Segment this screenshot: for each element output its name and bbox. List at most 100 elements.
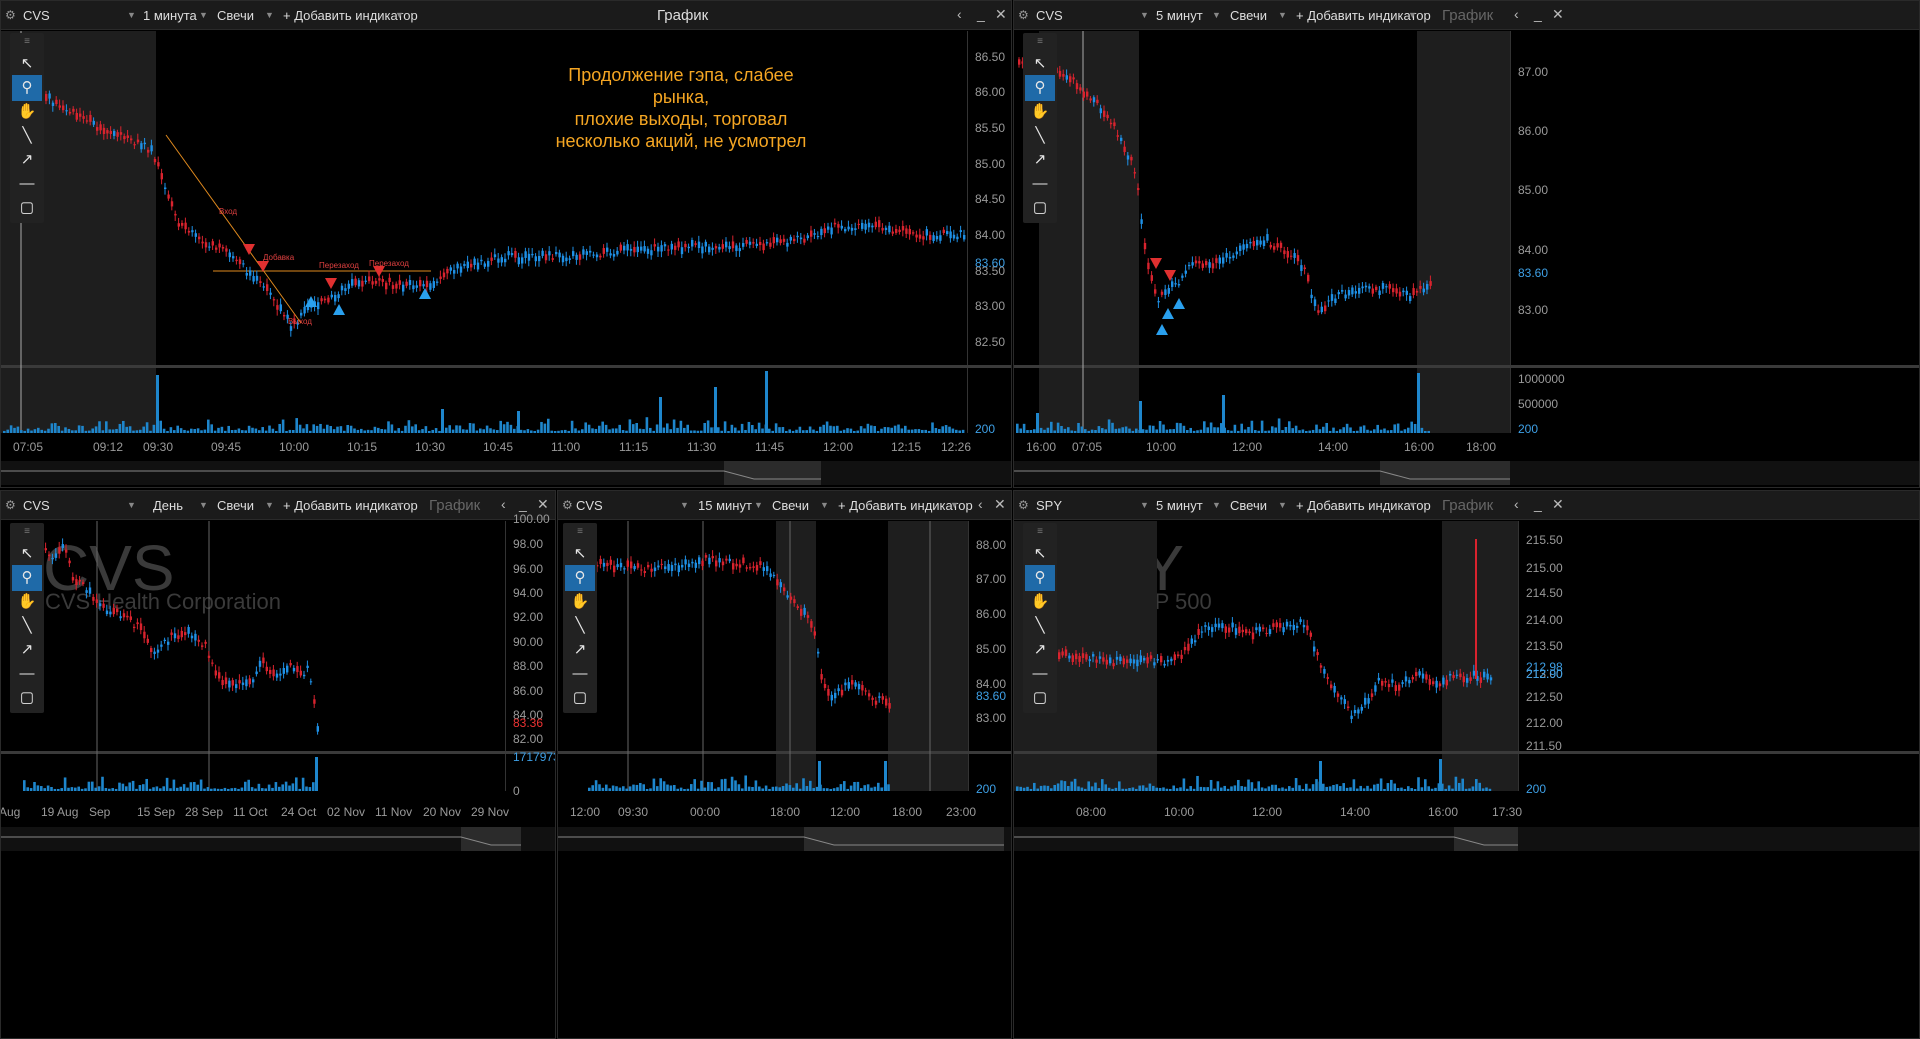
symbol-select[interactable]: CVS (576, 498, 603, 513)
interval-select[interactable]: День (153, 498, 183, 513)
rect-icon[interactable]: ▢ (19, 689, 35, 706)
chart-panel-cvs-1min[interactable]: ⚙ CVS ▼ 1 минута ▼ Свечи ▼ + Добавить ин… (0, 0, 1012, 488)
chart-panel-cvs-15min[interactable]: ⚙ CVS ▼ 15 минут ▼ Свечи ▼ + Добавить ин… (557, 490, 1012, 1039)
close-icon[interactable]: ✕ (1552, 496, 1564, 512)
interval-select[interactable]: 5 минут (1156, 8, 1203, 23)
chart-panel-cvs-daily[interactable]: ⚙ CVS ▼ День ▼ Свечи ▼ + Добавить индика… (0, 490, 556, 1039)
hand-icon[interactable]: ✋ (17, 593, 37, 610)
price-chart[interactable] (1, 1, 1012, 488)
chevron-down-icon[interactable]: ▼ (1212, 10, 1221, 20)
hand-icon[interactable]: ✋ (17, 103, 37, 120)
interval-select[interactable]: 5 минут (1156, 498, 1203, 513)
back-icon[interactable]: ‹ (501, 496, 506, 512)
symbol-select[interactable]: CVS (23, 498, 50, 513)
add-indicator-button[interactable]: + Добавить индикатор (283, 8, 418, 23)
menu-icon[interactable]: ≡ (1037, 36, 1043, 47)
arrow-icon[interactable]: ↗ (1033, 641, 1047, 658)
hand-icon[interactable]: ✋ (1030, 103, 1050, 120)
minimize-icon[interactable]: _ (1534, 6, 1542, 22)
cursor-icon[interactable]: ↖ (1033, 55, 1047, 72)
line-icon[interactable]: ╲ (575, 617, 585, 634)
menu-icon[interactable]: ≡ (1037, 526, 1043, 537)
hand-icon[interactable]: ✋ (570, 593, 590, 610)
hline-icon[interactable]: — (1032, 665, 1048, 682)
add-indicator-button[interactable]: + Добавить индикатор (283, 498, 418, 513)
chevron-down-icon[interactable]: ▼ (680, 500, 689, 510)
chevron-down-icon[interactable]: ▼ (395, 10, 404, 20)
symbol-select[interactable]: CVS (1036, 8, 1063, 23)
line-icon[interactable]: ╲ (22, 617, 32, 634)
zoom-icon[interactable]: ⚲ (565, 565, 595, 591)
close-icon[interactable]: ✕ (1552, 6, 1564, 22)
menu-icon[interactable]: ≡ (577, 526, 583, 537)
arrow-icon[interactable]: ↗ (1033, 151, 1047, 168)
zoom-icon[interactable]: ⚲ (12, 565, 42, 591)
back-icon[interactable]: ‹ (978, 496, 983, 512)
arrow-icon[interactable]: ↗ (573, 641, 587, 658)
chart-panel-spy-5min[interactable]: ⚙ SPY ▼ 5 минут ▼ Свечи ▼ + Добавить инд… (1013, 490, 1920, 1039)
line-icon[interactable]: ╲ (1035, 617, 1045, 634)
price-chart[interactable] (1, 491, 556, 1039)
hline-icon[interactable]: — (19, 665, 35, 682)
chevron-down-icon[interactable]: ▼ (754, 500, 763, 510)
chart-type-select[interactable]: Свечи (1230, 8, 1267, 23)
gear-icon[interactable]: ⚙ (1018, 498, 1029, 512)
rect-icon[interactable]: ▢ (1032, 199, 1048, 216)
chevron-down-icon[interactable]: ▼ (1212, 500, 1221, 510)
add-indicator-button[interactable]: + Добавить индикатор (838, 498, 973, 513)
gear-icon[interactable]: ⚙ (5, 498, 16, 512)
hline-icon[interactable]: — (1032, 175, 1048, 192)
chevron-down-icon[interactable]: ▼ (265, 500, 274, 510)
back-icon[interactable]: ‹ (1514, 496, 1519, 512)
chart-type-select[interactable]: Свечи (217, 8, 254, 23)
menu-icon[interactable]: ≡ (24, 36, 30, 47)
arrow-icon[interactable]: ↗ (20, 641, 34, 658)
hline-icon[interactable]: — (19, 175, 35, 192)
chart-type-select[interactable]: Свечи (772, 498, 809, 513)
cursor-icon[interactable]: ↖ (1033, 545, 1047, 562)
interval-select[interactable]: 1 минута (143, 8, 197, 23)
zoom-icon[interactable]: ⚲ (1025, 565, 1055, 591)
hand-icon[interactable]: ✋ (1030, 593, 1050, 610)
chevron-down-icon[interactable]: ▼ (199, 500, 208, 510)
chevron-down-icon[interactable]: ▼ (395, 500, 404, 510)
line-icon[interactable]: ╲ (1035, 127, 1045, 144)
minimize-icon[interactable]: _ (977, 6, 985, 22)
chevron-down-icon[interactable]: ▼ (1278, 10, 1287, 20)
minimize-icon[interactable]: _ (1534, 496, 1542, 512)
price-chart[interactable] (558, 491, 1012, 1039)
chevron-down-icon[interactable]: ▼ (820, 500, 829, 510)
gear-icon[interactable]: ⚙ (1018, 8, 1029, 22)
chart-type-select[interactable]: Свечи (217, 498, 254, 513)
minimize-icon[interactable]: _ (519, 496, 527, 512)
interval-select[interactable]: 15 минут (698, 498, 752, 513)
chevron-down-icon[interactable]: ▼ (127, 500, 136, 510)
chevron-down-icon[interactable]: ▼ (199, 10, 208, 20)
zoom-icon[interactable]: ⚲ (12, 75, 42, 101)
price-chart[interactable] (1014, 1, 1920, 488)
close-icon[interactable]: ✕ (537, 496, 549, 512)
cursor-icon[interactable]: ↖ (20, 545, 34, 562)
cursor-icon[interactable]: ↖ (573, 545, 587, 562)
close-icon[interactable]: ✕ (994, 496, 1006, 512)
chart-panel-cvs-5min[interactable]: ⚙ CVS ▼ 5 минут ▼ Свечи ▼ + Добавить инд… (1013, 0, 1920, 488)
zoom-icon[interactable]: ⚲ (1025, 75, 1055, 101)
chevron-down-icon[interactable]: ▼ (1140, 500, 1149, 510)
chart-type-select[interactable]: Свечи (1230, 498, 1267, 513)
chevron-down-icon[interactable]: ▼ (1140, 10, 1149, 20)
symbol-select[interactable]: CVS (23, 8, 50, 23)
hline-icon[interactable]: — (572, 665, 588, 682)
arrow-icon[interactable]: ↗ (20, 151, 34, 168)
chevron-down-icon[interactable]: ▼ (1408, 500, 1417, 510)
price-chart[interactable] (1014, 491, 1920, 1039)
add-indicator-button[interactable]: + Добавить индикатор (1296, 498, 1431, 513)
line-icon[interactable]: ╲ (22, 127, 32, 144)
gear-icon[interactable]: ⚙ (5, 8, 16, 22)
symbol-select[interactable]: SPY (1036, 498, 1063, 513)
chevron-down-icon[interactable]: ▼ (1278, 500, 1287, 510)
menu-icon[interactable]: ≡ (24, 526, 30, 537)
rect-icon[interactable]: ▢ (19, 199, 35, 216)
rect-icon[interactable]: ▢ (572, 689, 588, 706)
chevron-down-icon[interactable]: ▼ (1408, 10, 1417, 20)
add-indicator-button[interactable]: + Добавить индикатор (1296, 8, 1431, 23)
